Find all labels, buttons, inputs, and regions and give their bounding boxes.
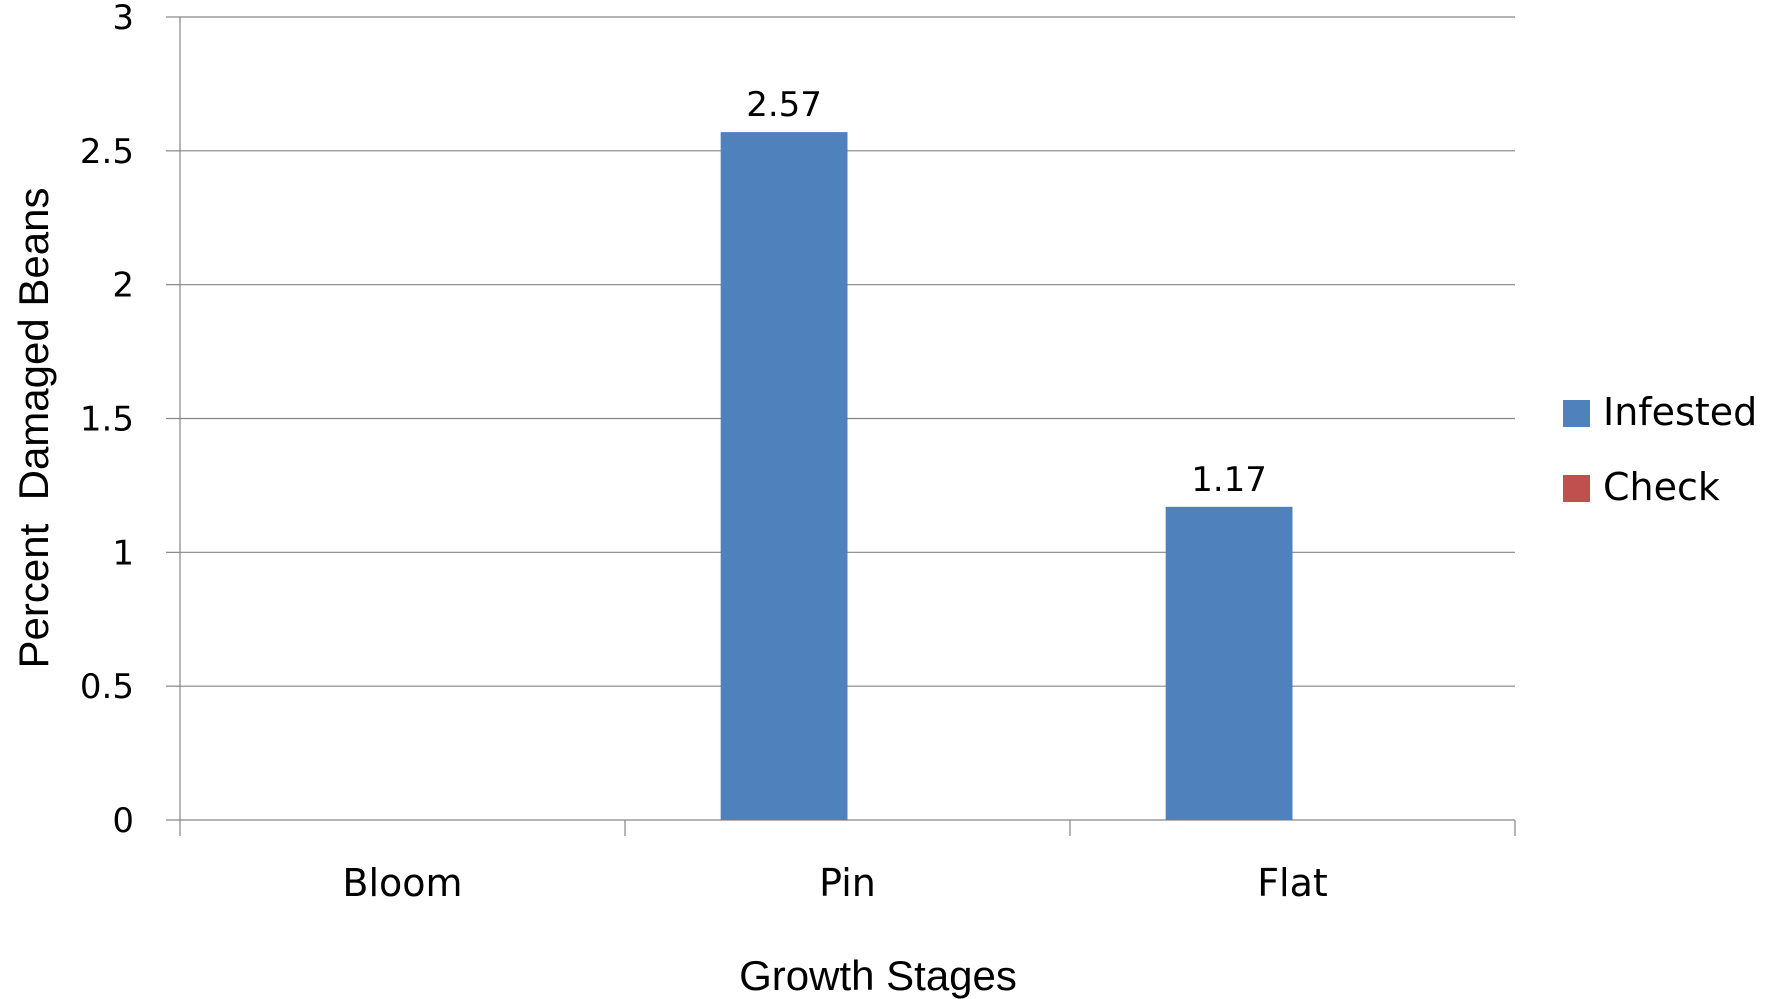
x-tick-label: Pin (819, 861, 876, 905)
y-tick-label: 1.5 (80, 400, 134, 440)
labels: Bloom 2.57 Pin 1.17 Flat (342, 85, 1327, 905)
y-tick-label: 0.5 (80, 667, 134, 707)
data-label: 2.57 (746, 85, 822, 125)
x-axis-title: Growth Stages (739, 952, 1017, 999)
y-axis-title: Percent Damaged Beans (10, 188, 57, 669)
legend-label-infested: Infested (1603, 390, 1757, 434)
y-tick-label: 0 (112, 801, 134, 841)
y-tick-label: 2 (112, 266, 134, 306)
legend-swatch-infested (1563, 400, 1590, 427)
bars (720, 132, 1293, 820)
x-tick-label: Bloom (342, 861, 462, 905)
legend-swatch-check (1563, 475, 1590, 502)
y-tick-label: 2.5 (80, 132, 134, 172)
x-tick-label: Flat (1257, 861, 1328, 905)
y-tick-label: 3 (112, 0, 134, 38)
legend-label-check: Check (1603, 465, 1720, 509)
bar-infested-pin (720, 132, 848, 820)
data-label: 1.17 (1191, 460, 1267, 500)
y-tick-label: 1 (112, 533, 134, 573)
legend: Infested Check (1563, 390, 1757, 509)
bar-infested-flat (1165, 506, 1293, 820)
